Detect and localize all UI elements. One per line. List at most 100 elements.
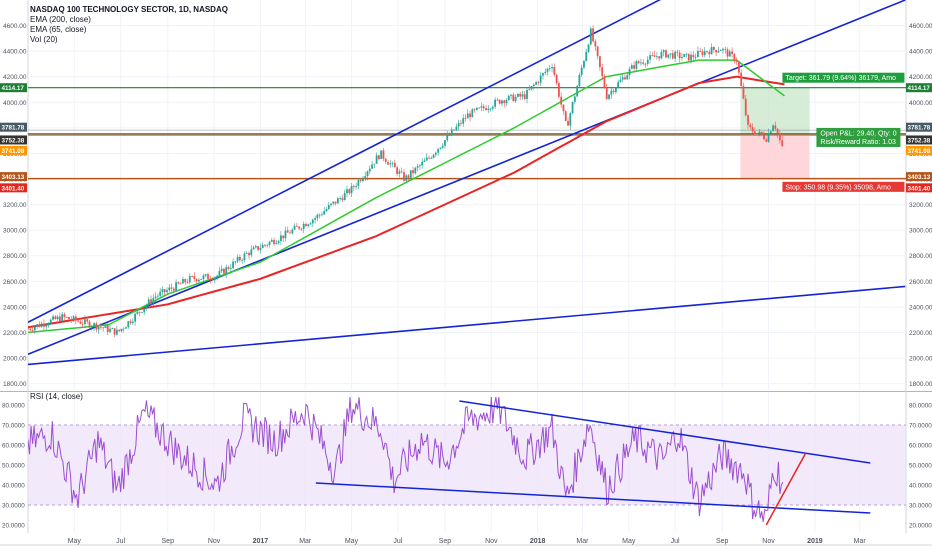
candle-body: [539, 75, 542, 83]
candle-body: [521, 94, 524, 97]
candle-body: [769, 131, 772, 133]
candle-body: [573, 96, 576, 102]
candle-body: [555, 74, 558, 84]
legend-volume: Vol (20): [30, 35, 58, 44]
candle-body: [662, 50, 665, 53]
y-tick-label-left: 3000.00: [3, 228, 27, 235]
candle-body: [239, 256, 241, 261]
candle-body: [86, 319, 89, 322]
candle-body: [122, 328, 125, 330]
candle-body: [450, 129, 453, 136]
candle-body: [699, 50, 702, 52]
candle-body: [375, 155, 378, 164]
candle-body: [715, 50, 718, 53]
rsi-trendline: [459, 400, 871, 464]
candle-body: [403, 172, 405, 181]
price-tag-right: [906, 135, 932, 145]
candle-body: [596, 46, 599, 57]
candle-body: [211, 279, 214, 281]
candle-body: [195, 279, 198, 282]
candle-body: [701, 51, 704, 56]
candle-body: [88, 321, 91, 328]
price-tag-right: [906, 122, 932, 132]
candle-body: [307, 224, 310, 227]
candle-body: [377, 155, 380, 160]
candle-body: [585, 51, 588, 61]
y-tick-label-left: 4400.00: [3, 49, 27, 56]
candle-body: [642, 62, 645, 64]
candle-body: [391, 162, 394, 164]
candle-body: [143, 308, 146, 313]
candle-body: [362, 178, 364, 182]
price-tag-label-left: 3401.40: [2, 185, 25, 192]
price-trendline: [28, 285, 906, 366]
candle-body: [213, 277, 216, 281]
price-tag-label-right: 3401.40: [908, 185, 931, 192]
candle-body: [63, 314, 66, 317]
candle-body: [286, 230, 289, 233]
candle-body: [448, 135, 451, 136]
candle-body: [405, 175, 408, 181]
candle-body: [614, 87, 617, 93]
candle-body: [712, 47, 715, 51]
rsi-tick-label-left: 60.0000: [2, 443, 25, 450]
candle-body: [478, 107, 481, 109]
price-tag-left: [0, 135, 27, 145]
candle-body: [742, 85, 745, 99]
candle-body: [710, 47, 713, 55]
candle-body: [43, 323, 45, 327]
x-tick-label: 2019: [807, 538, 823, 545]
candle-body: [241, 259, 244, 261]
candle-body: [118, 329, 121, 332]
candle-body: [635, 61, 638, 69]
candle-body: [29, 328, 32, 330]
candle-body: [473, 109, 476, 111]
candle-body: [330, 203, 332, 206]
candle-body: [141, 312, 143, 314]
candle-body: [225, 267, 228, 274]
candle-body: [350, 186, 353, 194]
price-tag-left: [0, 183, 27, 193]
price-tag-label-left: 3752.38: [2, 137, 25, 144]
x-tick-label: May: [68, 538, 82, 545]
candle-body: [332, 201, 335, 204]
candle-body: [389, 163, 392, 165]
x-tick-label: May: [622, 538, 636, 545]
candle-body: [781, 140, 784, 146]
candle-body: [31, 329, 34, 331]
candle-body: [487, 108, 490, 111]
y-tick-label-left: 2600.00: [3, 279, 27, 286]
y-tick-label-right: 3000.00: [909, 228, 932, 235]
stop-label: Stop: 350.98 (9.35%) 35098, Amo: [785, 184, 891, 191]
stop-label-box: [782, 181, 905, 192]
candle-body: [491, 106, 494, 109]
candle-body: [640, 62, 642, 64]
candle-body: [421, 161, 424, 166]
rsi-tick-label-left: 80.0000: [2, 403, 25, 410]
candle-body: [523, 94, 526, 99]
candle-body: [250, 249, 253, 256]
rsi-tick-label-right: 60.0000: [909, 443, 932, 450]
candle-body: [507, 95, 510, 101]
candle-body: [569, 113, 572, 126]
candle-body: [248, 252, 250, 256]
candle-body: [687, 53, 690, 61]
candle-body: [300, 228, 303, 230]
rsi-tick-label-left: 40.0000: [2, 483, 25, 490]
candle-body: [336, 198, 339, 204]
candle-body: [232, 261, 234, 269]
candle-body: [471, 109, 474, 118]
candle-body: [373, 163, 376, 165]
candle-body: [152, 298, 155, 304]
rsi-tick-label-left: 30.0000: [2, 503, 25, 510]
candle-body: [692, 54, 695, 58]
candle-body: [678, 52, 681, 59]
candle-body: [528, 89, 531, 91]
candle-body: [516, 93, 519, 97]
candle-body: [348, 189, 351, 194]
candle-body: [243, 253, 246, 260]
price-tag-label-right: 3403.13: [908, 174, 931, 181]
candle-body: [102, 327, 105, 329]
y-tick-label-right: 4400.00: [909, 49, 932, 56]
